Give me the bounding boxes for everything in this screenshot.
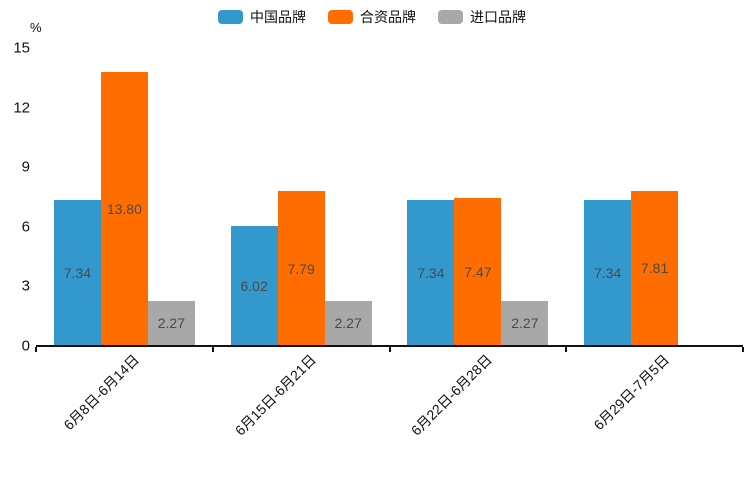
bar-合资品牌-6月29日-7月5日[interactable]: 7.81	[631, 190, 679, 346]
bar-合资品牌-6月22日-6月28日[interactable]: 7.47	[454, 197, 502, 346]
legend-item-合资品牌[interactable]: 合资品牌	[328, 7, 416, 27]
bar-中国品牌-6月8日-6月14日[interactable]: 7.34	[53, 200, 101, 346]
bar-value-label: 2.27	[157, 315, 185, 332]
y-axis-unit-label: %	[30, 20, 42, 35]
bar-中国品牌-6月15日-6月21日[interactable]: 6.02	[230, 226, 278, 346]
legend-item-label: 进口品牌	[470, 9, 526, 25]
legend: 中国品牌 合资品牌 进口品牌	[0, 7, 744, 27]
legend-item-进口品牌[interactable]: 进口品牌	[438, 7, 526, 27]
x-axis-label: 6月29日-7月5日	[590, 351, 673, 434]
x-axis-tick	[742, 347, 744, 352]
legend-marker-icon	[438, 10, 463, 24]
bar-合资品牌-6月15日-6月21日[interactable]: 7.79	[277, 191, 325, 346]
legend-item-label: 中国品牌	[250, 9, 306, 25]
y-tick-label: 15	[13, 39, 30, 57]
bar-中国品牌-6月22日-6月28日[interactable]: 7.34	[407, 200, 455, 346]
y-tick-label: 12	[13, 99, 30, 117]
bar-进口品牌-6月8日-6月14日[interactable]: 2.27	[147, 300, 195, 346]
x-axis-tick	[211, 347, 214, 352]
legend-item-label: 合资品牌	[360, 9, 416, 25]
x-axis-label: 6月8日-6月14日	[60, 351, 142, 434]
y-tick-label: 9	[21, 158, 30, 176]
bar-value-label: 6.02	[240, 278, 268, 295]
bar-value-label: 7.34	[63, 265, 91, 282]
x-axis-label: 6月22日-6月28日	[408, 351, 496, 439]
y-tick-label: 6	[21, 218, 30, 236]
bar-value-label: 2.27	[334, 315, 362, 332]
y-tick-label: 0	[21, 337, 30, 355]
bar-进口品牌-6月15日-6月21日[interactable]: 2.27	[324, 300, 372, 346]
legend-marker-icon	[218, 10, 243, 24]
x-axis-tick	[388, 347, 391, 352]
legend-marker-icon	[328, 10, 353, 24]
bar-value-label: 7.81	[641, 260, 669, 277]
x-axis-label: 6月15日-6月21日	[231, 351, 319, 439]
bar-合资品牌-6月8日-6月14日[interactable]: 13.80	[100, 71, 148, 346]
bar-value-label: 7.34	[417, 265, 445, 282]
x-axis-line	[36, 345, 743, 347]
y-tick-label: 3	[21, 277, 30, 295]
bar-中国品牌-6月29日-7月5日[interactable]: 7.34	[584, 200, 632, 346]
bar-进口品牌-6月22日-6月28日[interactable]: 2.27	[501, 300, 549, 346]
bar-value-label: 13.80	[106, 200, 142, 217]
bar-value-label: 7.34	[594, 265, 622, 282]
legend-item-中国品牌[interactable]: 中国品牌	[218, 7, 306, 27]
bar-value-label: 7.79	[287, 260, 315, 277]
x-axis-tick	[35, 347, 37, 352]
x-axis-tick	[565, 347, 568, 352]
bar-value-label: 7.47	[464, 263, 492, 280]
bar-value-label: 2.27	[511, 315, 539, 332]
